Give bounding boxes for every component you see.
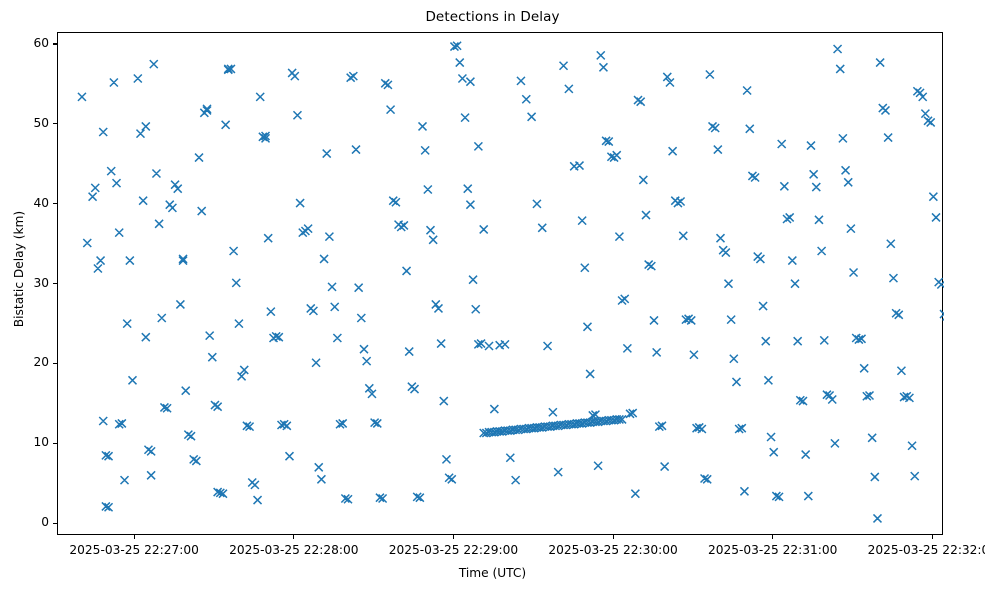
y-tick-label: 0: [41, 515, 49, 530]
y-tick-mark: [53, 43, 57, 45]
y-tick-mark: [53, 203, 57, 205]
x-tick-mark: [931, 535, 933, 539]
y-tick-label: 30: [33, 275, 49, 290]
y-tick-label: 20: [33, 355, 49, 370]
x-tick-mark: [293, 535, 295, 539]
x-axis-label: Time (UTC): [458, 566, 527, 580]
y-tick-mark: [53, 123, 57, 125]
y-tick-mark: [53, 442, 57, 444]
x-tick-mark: [612, 535, 614, 539]
y-tick-label: 40: [33, 195, 49, 210]
x-tick-mark: [133, 535, 135, 539]
y-axis-label: Bistatic Delay (km): [12, 210, 26, 328]
y-tick-label: 60: [33, 35, 49, 50]
x-tick-label: 2025-03-25 22:29:00: [388, 543, 519, 557]
page-title: Detections in Delay: [425, 9, 560, 25]
y-tick-mark: [53, 283, 57, 285]
plot-area: [57, 32, 944, 535]
x-tick-label: 2025-03-25 22:31:00: [707, 543, 838, 557]
y-tick-mark: [53, 362, 57, 364]
x-tick-label: 2025-03-25 22:32:00: [867, 543, 985, 557]
y-tick-label: 10: [33, 435, 49, 450]
x-tick-label: 2025-03-25 22:27:00: [69, 543, 199, 557]
x-tick-label: 2025-03-25 22:30:00: [548, 543, 678, 557]
y-tick-mark: [53, 522, 57, 524]
scatter-series: [77, 41, 944, 523]
x-tick-mark: [772, 535, 774, 539]
x-tick-mark: [452, 535, 455, 539]
y-tick-label: 50: [33, 115, 49, 130]
x-tick-label: 2025-03-25 22:28:00: [229, 543, 359, 557]
